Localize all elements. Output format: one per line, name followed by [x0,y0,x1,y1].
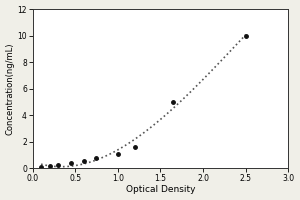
X-axis label: Optical Density: Optical Density [126,185,195,194]
Y-axis label: Concentration(ng/mL): Concentration(ng/mL) [6,42,15,135]
